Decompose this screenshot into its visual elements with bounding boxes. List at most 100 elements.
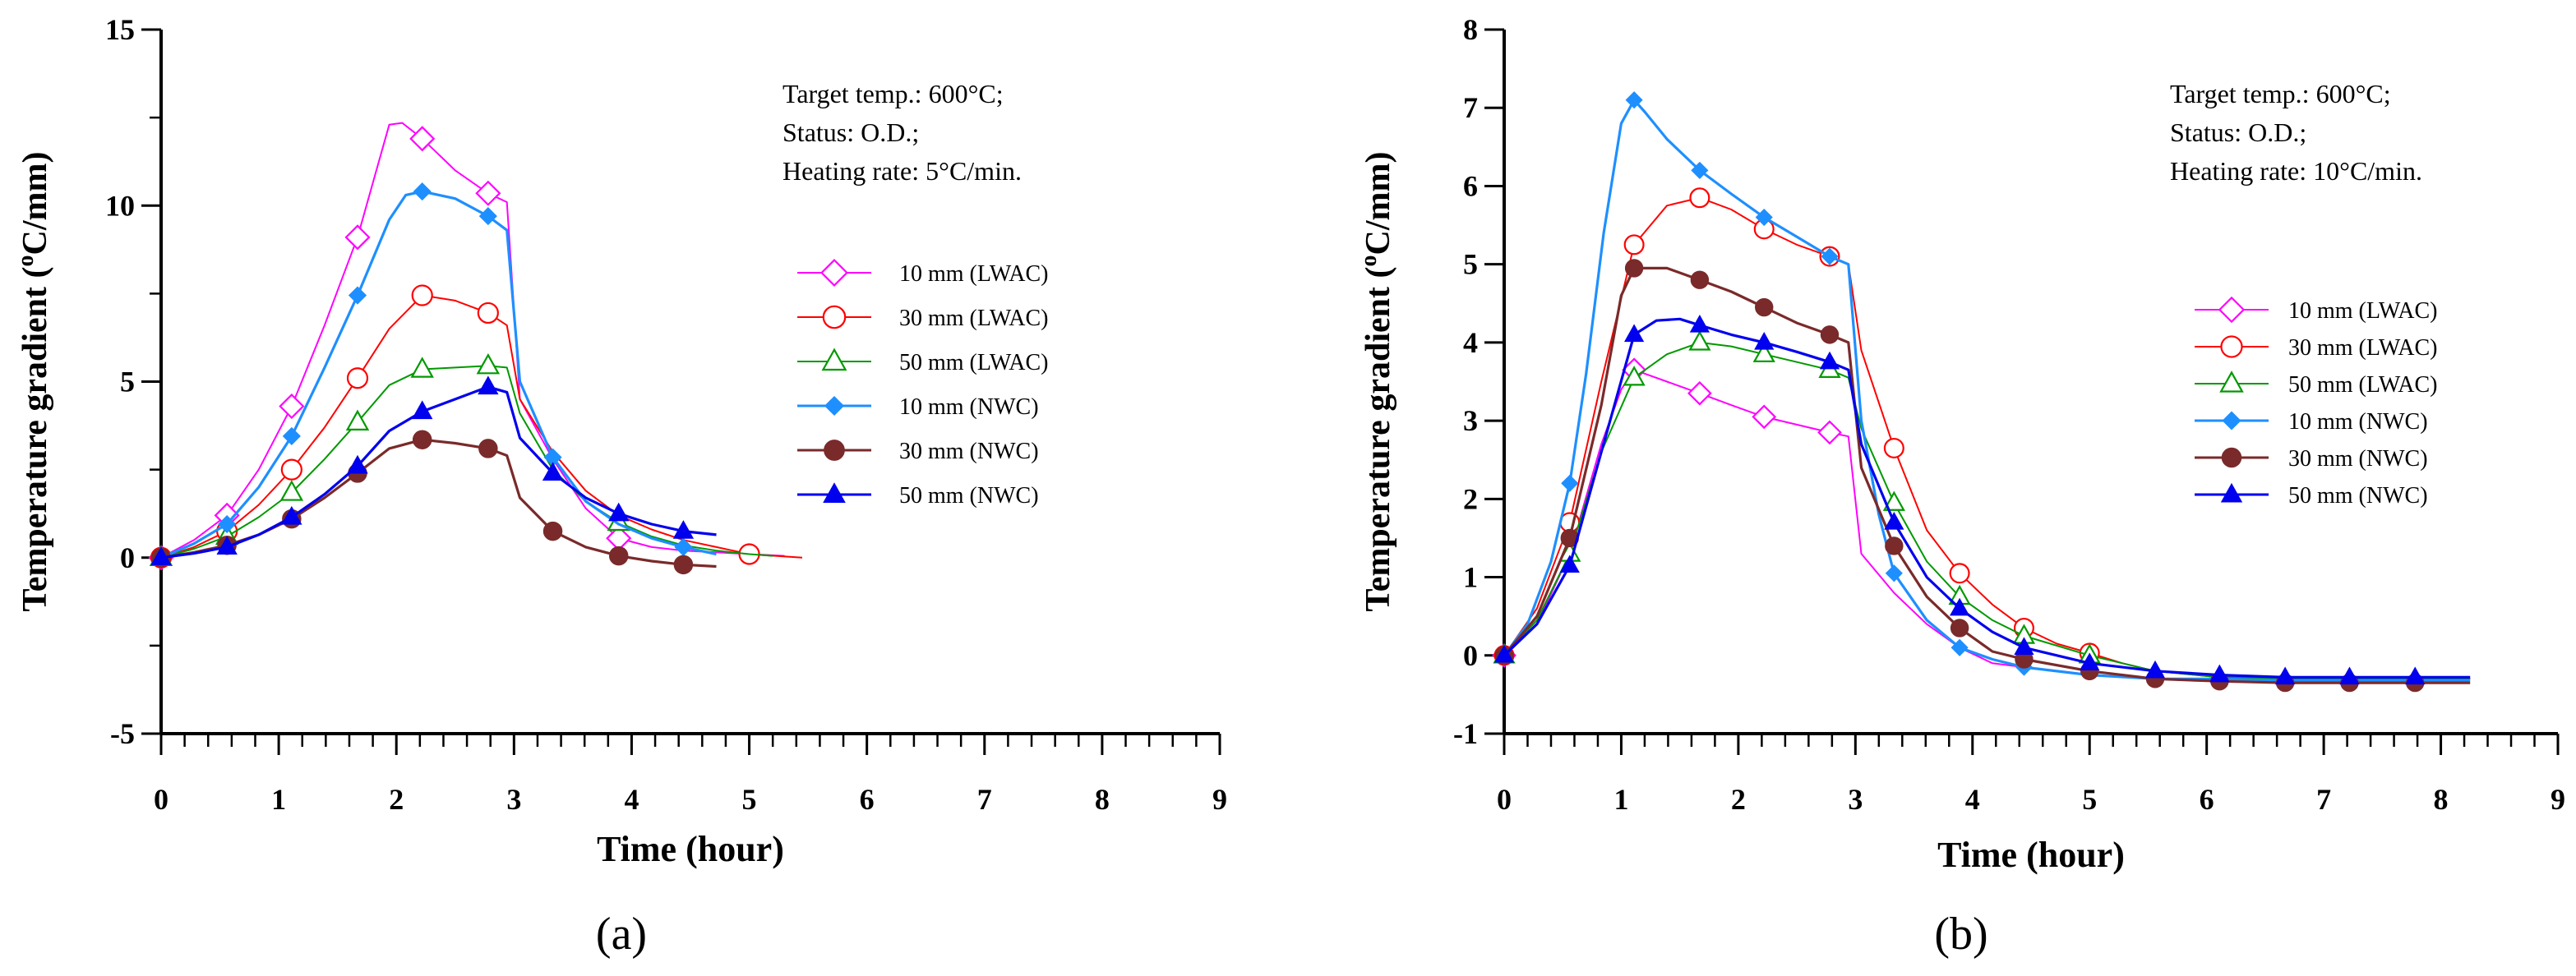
series-marker bbox=[1691, 161, 1709, 179]
series-marker bbox=[1950, 597, 1970, 616]
x-tick-label: 4 bbox=[1965, 783, 1980, 816]
y-tick-label: 1 bbox=[1463, 561, 1478, 594]
series-marker bbox=[608, 502, 630, 522]
annotation-line: Heating rate: 5°C/min. bbox=[782, 156, 1022, 186]
series-marker bbox=[608, 546, 629, 566]
series-marker bbox=[2080, 652, 2100, 671]
series-marker bbox=[673, 555, 694, 575]
x-tick-label: 1 bbox=[271, 783, 286, 816]
series-marker bbox=[1885, 564, 1903, 582]
x-tick-label: 1 bbox=[1613, 783, 1628, 816]
series-marker bbox=[1624, 324, 1645, 343]
series-marker bbox=[1493, 644, 1515, 663]
x-tick-label: 3 bbox=[1848, 783, 1863, 816]
legend-marker bbox=[824, 395, 845, 417]
series-marker bbox=[1820, 325, 1840, 344]
series-marker bbox=[1559, 555, 1580, 573]
series-marker bbox=[348, 286, 367, 305]
panel-label: (a) bbox=[596, 909, 647, 960]
series-marker bbox=[672, 520, 695, 539]
series-marker bbox=[1754, 331, 1775, 350]
chart-panel-2: 0 1 2 3 4 5 6 7 8 9 -1 0 1 2 3 4 5 6 7 8 Time (hour) Temperat… bbox=[1356, 13, 2565, 960]
legend-label: 30 mm (LWAC) bbox=[2288, 335, 2437, 361]
x-axis-title: Time (hour) bbox=[1937, 835, 2125, 875]
series-marker bbox=[1949, 563, 1970, 584]
series-marker bbox=[279, 480, 304, 501]
series-marker bbox=[1821, 247, 1839, 265]
x-tick-label: 9 bbox=[1212, 783, 1227, 816]
legend-marker bbox=[823, 482, 846, 503]
legend-label: 50 mm (LWAC) bbox=[899, 350, 1048, 375]
series-marker bbox=[1690, 270, 1710, 289]
panel-label: (b) bbox=[1934, 909, 1987, 960]
legend-label: 10 mm (LWAC) bbox=[899, 261, 1048, 287]
series-marker bbox=[412, 400, 433, 420]
y-tick-label: 3 bbox=[1463, 404, 1478, 437]
legend-marker bbox=[824, 440, 845, 461]
y-axis-title: Temperature gradient (oC/mm) bbox=[1356, 152, 1397, 612]
annotation-line: Status: O.D.; bbox=[2170, 117, 2306, 147]
series-30-mm-lwac- bbox=[150, 284, 803, 569]
series-marker bbox=[475, 180, 501, 206]
legend-label: 10 mm (LWAC) bbox=[2288, 298, 2437, 324]
legend-label: 50 mm (LWAC) bbox=[2288, 372, 2437, 398]
series-marker bbox=[478, 207, 497, 226]
y-tick-label: 15 bbox=[105, 13, 135, 46]
series-marker bbox=[1950, 619, 1969, 638]
legend-marker bbox=[2219, 371, 2244, 393]
series-line bbox=[160, 385, 717, 559]
y-tick-label: -5 bbox=[110, 717, 135, 750]
series-marker bbox=[476, 352, 501, 375]
series-marker bbox=[478, 375, 499, 395]
x-tick-label: 7 bbox=[2316, 783, 2331, 816]
series-marker bbox=[1817, 420, 1842, 445]
y-tick-label: 5 bbox=[1463, 248, 1478, 281]
legend-marker bbox=[822, 305, 847, 329]
legend-label: 30 mm (NWC) bbox=[2288, 446, 2428, 472]
series-marker bbox=[344, 224, 371, 251]
legend-marker bbox=[2220, 335, 2243, 358]
series-line bbox=[1503, 266, 2471, 684]
x-tick-label: 3 bbox=[506, 783, 521, 816]
legend-label: 10 mm (NWC) bbox=[2288, 409, 2428, 435]
x-tick-label: 2 bbox=[389, 783, 404, 816]
x-axis-title: Time (hour) bbox=[597, 829, 784, 869]
y-tick-label: 10 bbox=[105, 189, 135, 222]
series-marker bbox=[1819, 351, 1840, 370]
x-tick-label: 5 bbox=[2082, 783, 2097, 816]
series-marker bbox=[150, 546, 172, 565]
legend-marker bbox=[2221, 447, 2242, 468]
series-marker bbox=[281, 505, 302, 525]
series-marker bbox=[218, 514, 237, 534]
y-tick-label: 8 bbox=[1463, 13, 1478, 46]
series-marker bbox=[346, 367, 369, 389]
series-marker bbox=[1950, 638, 1969, 656]
legend-marker bbox=[821, 348, 847, 371]
series-marker bbox=[1689, 315, 1710, 333]
series-marker bbox=[1688, 330, 1711, 351]
series-marker bbox=[542, 521, 563, 541]
legend-label: 30 mm (LWAC) bbox=[899, 306, 1048, 331]
series-marker bbox=[1885, 536, 1904, 555]
series-marker bbox=[413, 182, 432, 201]
series-marker bbox=[1752, 404, 1777, 430]
series-marker bbox=[2274, 666, 2296, 685]
x-tick-label: 0 bbox=[154, 783, 169, 816]
legend-label: 30 mm (NWC) bbox=[899, 439, 1039, 464]
series-marker bbox=[2144, 660, 2166, 679]
y-axis-title: Temperature gradient (oC/mm) bbox=[13, 152, 54, 612]
series-marker bbox=[2014, 637, 2034, 655]
annotation-line: Target temp.: 600°C; bbox=[782, 79, 1004, 108]
series-marker bbox=[216, 536, 238, 555]
series-marker bbox=[2209, 664, 2230, 683]
x-tick-label: 8 bbox=[1095, 783, 1110, 816]
legend-marker bbox=[2220, 482, 2243, 503]
series-marker bbox=[1755, 208, 1773, 227]
x-tick-label: 9 bbox=[2551, 783, 2565, 816]
chart-panel-1: 0 1 2 3 4 5 6 7 8 9 -5 0 5 10 15 Time (hour) Temperature… bbox=[13, 13, 1227, 960]
x-tick-label: 8 bbox=[2434, 783, 2449, 816]
series-marker bbox=[477, 302, 499, 325]
series-marker bbox=[412, 430, 432, 449]
series-marker bbox=[1623, 234, 1645, 256]
